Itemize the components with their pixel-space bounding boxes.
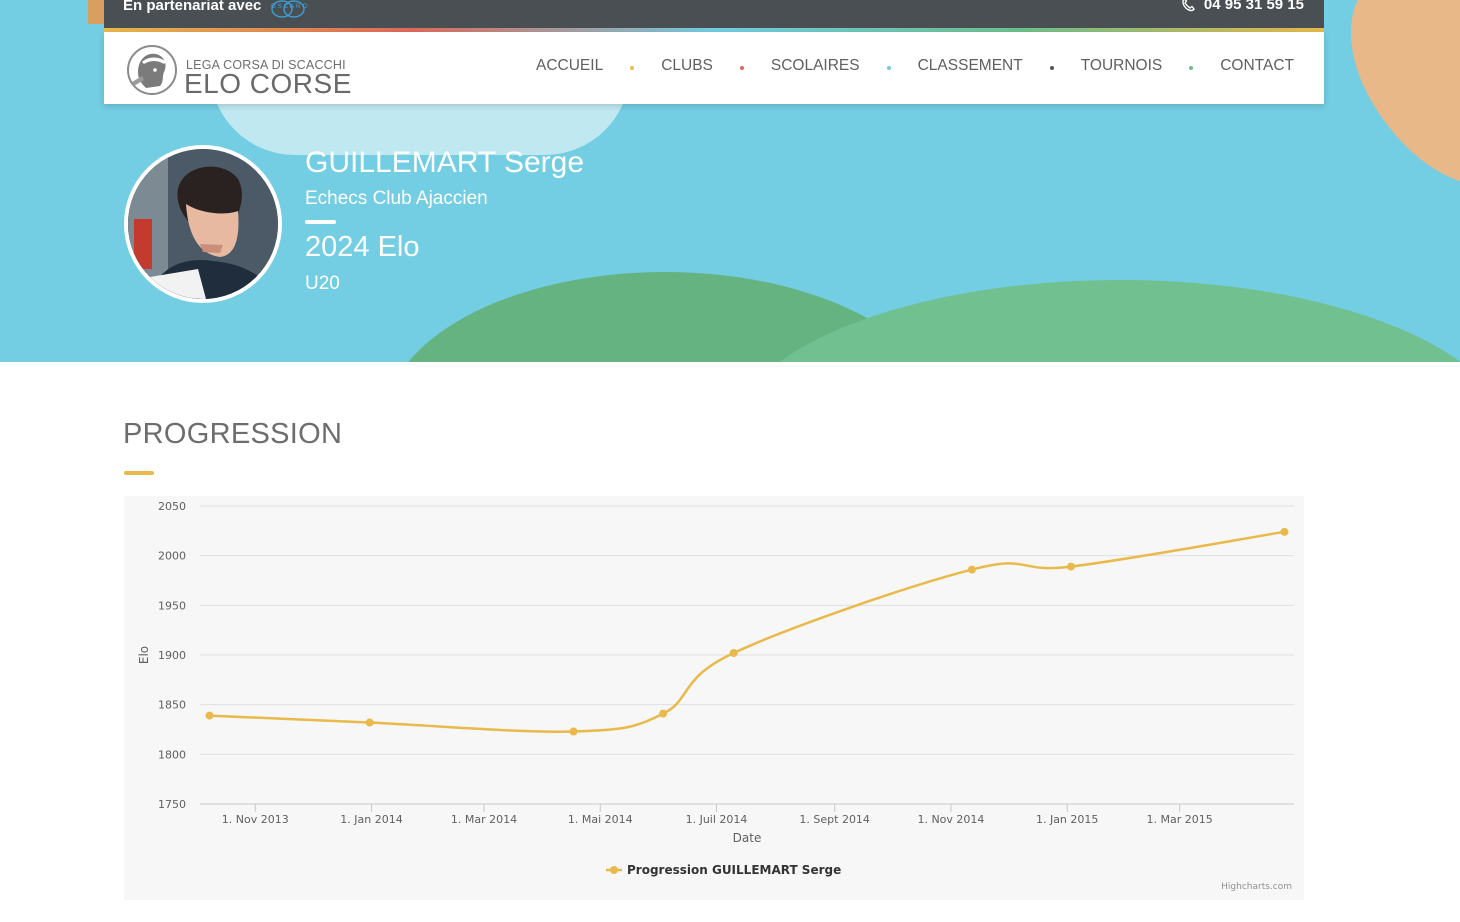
nav-item-classement[interactable]: CLASSEMENT bbox=[917, 57, 1023, 74]
corsican-head-emblem-icon bbox=[127, 45, 177, 95]
player-category: U20 bbox=[305, 273, 340, 294]
x-tick-label: 1. Nov 2013 bbox=[222, 813, 289, 826]
legend-marker bbox=[610, 866, 618, 874]
oscaro-logo[interactable]: OSCARO bbox=[262, 0, 318, 18]
nav-item-scolaires[interactable]: SCOLAIRES bbox=[770, 57, 860, 74]
x-tick-label: 1. Juil 2014 bbox=[686, 813, 748, 826]
section-title: PROGRESSION bbox=[123, 418, 343, 450]
y-tick-label: 2050 bbox=[158, 500, 186, 513]
top-bar: En partenariat avec OSCARO 04 95 31 59 1… bbox=[104, 0, 1324, 28]
hero-decoration bbox=[88, 0, 104, 24]
y-tick-label: 1850 bbox=[158, 699, 186, 712]
nav-separator-dot bbox=[630, 66, 635, 70]
oscaro-logo-text: OSCARO bbox=[271, 4, 309, 10]
nav-item-accueil[interactable]: ACCUEIL bbox=[536, 57, 604, 74]
y-axis-title: Elo bbox=[137, 646, 151, 664]
profile-divider bbox=[305, 220, 336, 224]
progression-chart: 1750 1800 1850 1900 1950 2000 2050 1. Nov 2013 1… bbox=[124, 496, 1304, 900]
player-name: GUILLEMART Serge bbox=[305, 146, 585, 179]
logo-subtitle: LEGA CORSA DI SCACCHI bbox=[186, 58, 346, 72]
player-club[interactable]: Echecs Club Ajaccien bbox=[305, 188, 488, 209]
data-point[interactable] bbox=[729, 649, 738, 658]
hero-decoration bbox=[1322, 0, 1460, 222]
chart-credit[interactable]: Highcharts.com bbox=[1221, 882, 1292, 892]
nav-item-contact[interactable]: CONTACT bbox=[1220, 57, 1294, 74]
player-elo: 2024 Elo bbox=[305, 231, 420, 263]
player-photo-icon bbox=[128, 149, 278, 299]
x-axis-title: Date bbox=[733, 831, 762, 845]
data-point[interactable] bbox=[365, 718, 374, 727]
site-logo[interactable]: LEGA CORSA DI SCACCHI ELO CORSE bbox=[124, 40, 354, 100]
x-tick-label: 1. Mar 2015 bbox=[1147, 813, 1213, 826]
main-nav: ACCUEIL CLUBS SCOLAIRES CLASSEMENT TOURN… bbox=[536, 57, 1294, 75]
x-tick-label: 1. Sept 2014 bbox=[799, 813, 870, 826]
section-underline bbox=[124, 471, 154, 475]
x-tick-label: 1. Nov 2014 bbox=[917, 813, 984, 826]
y-tick-label: 1900 bbox=[158, 649, 186, 662]
nav-separator-dot bbox=[739, 66, 744, 70]
phone-icon bbox=[1182, 0, 1195, 11]
data-point[interactable] bbox=[569, 727, 578, 736]
x-tick-label: 1. Jan 2015 bbox=[1036, 813, 1098, 826]
nav-item-tournois[interactable]: TOURNOIS bbox=[1080, 57, 1163, 74]
nav-separator-dot bbox=[1189, 66, 1194, 70]
series-line bbox=[209, 530, 1285, 733]
y-tick-label: 2000 bbox=[158, 550, 186, 563]
x-tick-label: 1. Jan 2014 bbox=[340, 813, 402, 826]
phone-number: 04 95 31 59 15 bbox=[1203, 0, 1304, 13]
legend-item[interactable]: Progression GUILLEMART Serge bbox=[627, 863, 841, 877]
data-point[interactable] bbox=[1067, 562, 1076, 571]
nav-separator-dot bbox=[1049, 66, 1054, 70]
partner-text: En partenariat avec bbox=[123, 0, 262, 14]
main-navbar: LEGA CORSA DI SCACCHI ELO CORSE ACCUEIL … bbox=[104, 32, 1324, 104]
y-tick-label: 1750 bbox=[158, 798, 186, 811]
rainbow-divider bbox=[104, 28, 1324, 32]
phone-contact[interactable]: 04 95 31 59 15 bbox=[1180, 0, 1304, 13]
nav-item-clubs[interactable]: CLUBS bbox=[661, 57, 713, 74]
data-point[interactable] bbox=[1280, 527, 1289, 536]
logo-title: ELO CORSE bbox=[184, 68, 352, 99]
chart-svg: 1750 1800 1850 1900 1950 2000 2050 1. Nov 2013 1… bbox=[137, 500, 1294, 877]
data-point[interactable] bbox=[659, 709, 668, 718]
data-point[interactable] bbox=[205, 711, 214, 720]
y-tick-label: 1950 bbox=[158, 599, 186, 612]
y-tick-label: 1800 bbox=[158, 748, 186, 761]
data-point[interactable] bbox=[967, 565, 976, 574]
x-tick-label: 1. Mar 2014 bbox=[451, 813, 517, 826]
player-avatar bbox=[124, 145, 282, 303]
x-tick-label: 1. Mai 2014 bbox=[568, 813, 633, 826]
nav-separator-dot bbox=[886, 66, 891, 70]
